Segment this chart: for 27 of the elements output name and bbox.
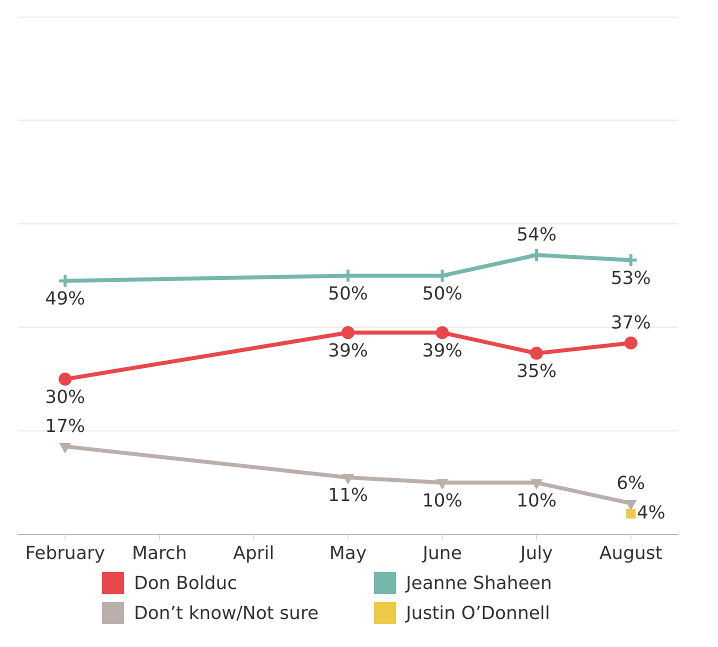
legend-label: Jeanne Shaheen: [406, 572, 552, 594]
data-label: 35%: [516, 360, 557, 382]
x-tick-label: July: [519, 542, 554, 564]
data-label: 11%: [328, 485, 368, 506]
x-tick-label: May: [329, 542, 367, 564]
data-label: 17%: [45, 416, 86, 438]
data-label: 6%: [616, 473, 646, 494]
x-tick-label: August: [599, 542, 662, 564]
data-label: 39%: [422, 340, 462, 362]
data-label: 54%: [516, 224, 557, 246]
legend-label: Don’t know/Not sure: [134, 602, 319, 624]
data-label: 37%: [610, 312, 651, 334]
data-label: 30%: [45, 386, 86, 408]
x-tick-label: April: [233, 542, 274, 564]
x-tick-label: March: [132, 542, 187, 564]
x-tick-label: June: [422, 542, 462, 564]
legend-label: Don Bolduc: [134, 572, 238, 594]
data-label: 53%: [610, 268, 651, 289]
legend-label: Justin O’Donnell: [406, 602, 550, 624]
data-label: 39%: [328, 340, 368, 362]
data-label: 10%: [516, 490, 557, 512]
data-label: 50%: [328, 283, 368, 304]
x-tick-label: February: [25, 542, 106, 564]
data-label: 10%: [422, 490, 462, 512]
data-label: 50%: [422, 283, 462, 304]
data-label: 49%: [45, 288, 86, 310]
data-label: 4%: [636, 502, 666, 524]
